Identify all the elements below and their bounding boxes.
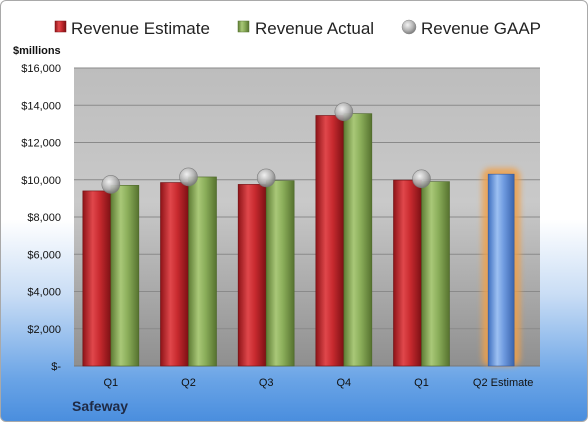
bar-q2-estimate (487, 173, 515, 367)
marker-revenue-gaap (256, 168, 276, 188)
legend-swatch-estimate (54, 20, 67, 33)
gridlines (74, 67, 540, 367)
x-tick-label: Q1 (414, 377, 429, 389)
y-axis-labels: $- $2,000 $4,000 $6,000 $8,000 $10,000 $12,000… (21, 63, 61, 373)
x-tick-label: Q2 Estimate (473, 377, 534, 389)
y-tick-label: $- (51, 361, 61, 373)
y-tick-label: $6,000 (27, 249, 61, 261)
bar-revenue-estimate (393, 179, 422, 367)
x-tick-label: Q1 (103, 377, 118, 389)
bar-revenue-actual (265, 180, 295, 367)
y-tick-label: $16,000 (21, 63, 61, 75)
legend-label-gaap: Revenue GAAP (421, 19, 541, 38)
bar-revenue-actual (110, 185, 140, 367)
marker-revenue-gaap (334, 102, 354, 122)
y-tick-label: $10,000 (21, 175, 61, 187)
bar-revenue-estimate (237, 184, 267, 367)
bars (82, 102, 521, 367)
y-tick-label: $2,000 (27, 324, 61, 336)
x-axis-labels: Q1 Q2 Q3 Q4 Q1 Q2 Estimate (103, 377, 533, 389)
bar-revenue-estimate (82, 190, 112, 367)
x-tick-label: Q4 (336, 377, 351, 389)
bar-revenue-estimate (315, 115, 345, 367)
bar-revenue-actual (343, 113, 373, 367)
x-tick-label: Q3 (259, 377, 274, 389)
marker-revenue-gaap (179, 167, 198, 187)
y-tick-label: $12,000 (21, 138, 61, 150)
legend-label-actual: Revenue Actual (255, 19, 374, 38)
y-tick-label: $4,000 (27, 287, 61, 299)
bar-revenue-estimate (160, 182, 189, 367)
legend-label-estimate: Revenue Estimate (71, 19, 210, 38)
x-tick-label: Q2 (181, 377, 196, 389)
bar-revenue-actual (188, 176, 217, 367)
y-tick-label: $8,000 (27, 212, 61, 224)
company-name: Safeway (72, 398, 129, 414)
y-tick-label: $14,000 (21, 100, 61, 112)
legend-swatch-gaap (401, 19, 417, 35)
y-axis-unit: $millions (13, 45, 61, 57)
bar-revenue-actual (421, 181, 450, 367)
legend-swatch-actual (237, 20, 250, 33)
marker-revenue-gaap (412, 169, 431, 189)
marker-revenue-gaap (101, 175, 121, 194)
legend: Revenue Estimate Revenue Actual Revenue … (54, 19, 541, 38)
